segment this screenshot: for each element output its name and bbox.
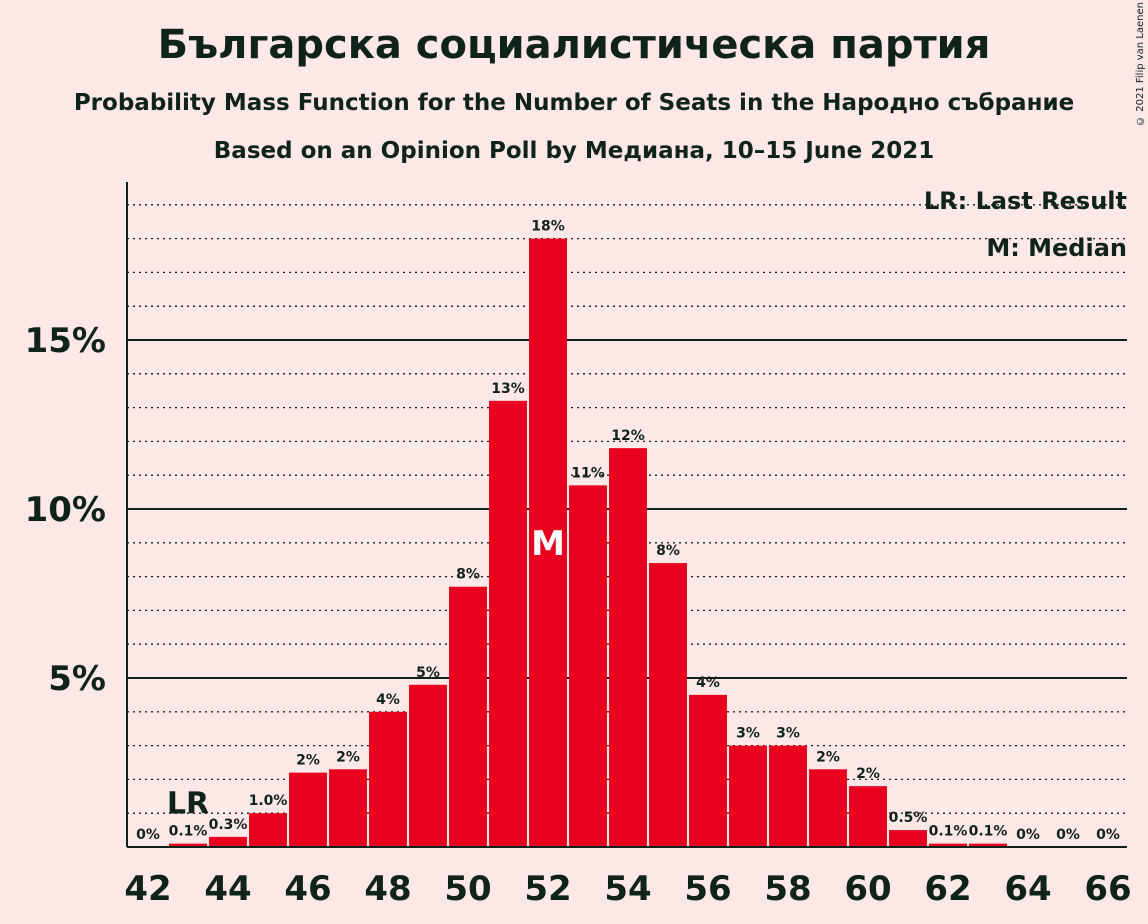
bar-value-label: 0% <box>1016 827 1040 843</box>
tick-labels: 5% 10% 15% 42 44 46 48 50 52 54 56 58 60 62 64 66 <box>25 321 1132 909</box>
bar-value-label: 13% <box>491 381 525 397</box>
bar <box>529 238 567 848</box>
x-tick-label: 62 <box>924 869 971 909</box>
bar <box>329 769 367 847</box>
bar-value-label: 3% <box>736 726 760 742</box>
bar-value-label: 12% <box>611 428 645 444</box>
bar-labels: 0% 0.1% 0.3%1.0%2% 2%4%5%8%13%18%11%12%8%4%… <box>136 219 1120 843</box>
axes <box>126 182 1127 848</box>
bar <box>369 711 407 847</box>
bar-value-label: 2% <box>296 753 320 769</box>
x-tick-label: 50 <box>444 869 491 909</box>
bar <box>689 694 727 847</box>
legend-median: M: Median <box>986 234 1127 262</box>
bar <box>849 786 887 847</box>
bar <box>609 448 647 847</box>
legend-last-result: LR: Last Result <box>924 187 1127 215</box>
markers: LR M <box>167 524 565 822</box>
bar-value-label: 0.1% <box>169 824 208 840</box>
bar-value-label: 0% <box>1056 827 1080 843</box>
bar-value-label: 3% <box>776 726 800 742</box>
bar <box>649 563 687 847</box>
bar-value-label: 4% <box>696 675 720 691</box>
bar <box>289 772 327 847</box>
bar-value-label: 8% <box>456 567 480 583</box>
bar <box>769 745 807 847</box>
x-tick-label: 46 <box>284 869 331 909</box>
y-tick-label: 10% <box>25 490 106 530</box>
bar <box>409 684 447 847</box>
bar <box>169 843 207 847</box>
bar <box>489 400 527 847</box>
x-tick-label: 48 <box>364 869 411 909</box>
bars <box>169 238 1007 848</box>
x-tick-label: 52 <box>524 869 571 909</box>
y-tick-label: 5% <box>48 659 106 699</box>
x-tick-label: 58 <box>764 869 811 909</box>
x-tick-label: 64 <box>1004 869 1051 909</box>
x-tick-label: 56 <box>684 869 731 909</box>
last-result-marker: LR <box>167 787 209 822</box>
bar-value-label: 2% <box>816 749 840 765</box>
bar <box>569 485 607 847</box>
x-tick-label: 60 <box>844 869 891 909</box>
median-marker: M <box>531 524 565 564</box>
bar <box>809 769 847 847</box>
bar-value-label: 11% <box>571 465 605 481</box>
chart-subtitle: Probability Mass Function for the Number… <box>73 90 1075 116</box>
bar-value-label: 5% <box>416 665 440 681</box>
bar-value-label: 0% <box>136 827 160 843</box>
bar-value-label: 2% <box>856 766 880 782</box>
bar-value-label: 0.1% <box>929 824 968 840</box>
bar-value-label: 0% <box>1096 827 1120 843</box>
bar <box>889 830 927 847</box>
bar <box>209 836 247 847</box>
bar-value-label: 0.1% <box>969 824 1008 840</box>
bar-value-label: 18% <box>531 219 565 235</box>
x-tick-label: 44 <box>204 869 251 909</box>
bar-value-label: 1.0% <box>249 793 288 809</box>
chart-title: Българска социалистическа партия <box>157 22 991 68</box>
bar <box>729 745 767 847</box>
bar-value-label: 0.5% <box>889 810 928 826</box>
bar <box>249 813 287 847</box>
x-tick-label: 54 <box>604 869 651 909</box>
bar <box>929 843 967 847</box>
bar <box>969 843 1007 847</box>
chart-source-line: Based on an Opinion Poll by Медиана, 10–… <box>213 138 935 164</box>
bar-value-label: 4% <box>376 692 400 708</box>
bar-value-label: 0.3% <box>209 817 248 833</box>
bar-value-label: 2% <box>336 749 360 765</box>
x-tick-label: 66 <box>1084 869 1131 909</box>
bar <box>449 586 487 847</box>
bar-value-label: 8% <box>656 543 680 559</box>
y-tick-label: 15% <box>25 321 106 361</box>
x-tick-label: 42 <box>124 869 171 909</box>
